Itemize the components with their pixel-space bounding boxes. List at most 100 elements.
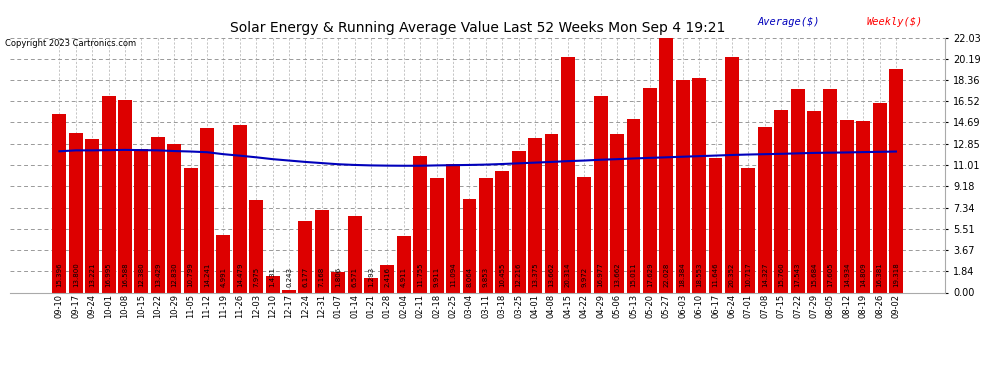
Text: 18.553: 18.553 xyxy=(696,262,702,287)
Text: 1.293: 1.293 xyxy=(368,267,374,287)
Bar xyxy=(413,156,428,292)
Text: 1.806: 1.806 xyxy=(336,267,342,287)
Bar xyxy=(791,90,805,292)
Text: 13.662: 13.662 xyxy=(614,262,620,287)
Text: 13.429: 13.429 xyxy=(154,262,160,287)
Text: 20.352: 20.352 xyxy=(729,262,735,287)
Bar xyxy=(332,272,346,292)
Bar xyxy=(298,221,313,292)
Bar xyxy=(512,151,526,292)
Bar xyxy=(380,264,394,292)
Text: 7.975: 7.975 xyxy=(253,267,259,287)
Bar xyxy=(217,235,231,292)
Text: 13.662: 13.662 xyxy=(548,262,554,287)
Bar xyxy=(167,144,181,292)
Bar xyxy=(659,38,673,292)
Bar xyxy=(528,138,543,292)
Text: 13.375: 13.375 xyxy=(532,262,539,287)
Bar xyxy=(676,80,690,292)
Text: 1.431: 1.431 xyxy=(269,267,275,287)
Text: 12.380: 12.380 xyxy=(139,262,145,287)
Bar xyxy=(69,133,83,292)
Text: 17.605: 17.605 xyxy=(828,262,834,287)
Bar xyxy=(807,111,821,292)
Bar xyxy=(150,137,164,292)
Bar xyxy=(692,78,706,292)
Text: 16.588: 16.588 xyxy=(122,262,128,287)
Text: 14.327: 14.327 xyxy=(761,262,767,287)
Text: 15.396: 15.396 xyxy=(56,262,62,287)
Bar xyxy=(725,57,739,292)
Text: 7.168: 7.168 xyxy=(319,267,325,287)
Text: 11.755: 11.755 xyxy=(417,262,424,287)
Text: 11.646: 11.646 xyxy=(713,262,719,287)
Text: 4.911: 4.911 xyxy=(401,267,407,287)
Bar xyxy=(742,168,755,292)
Text: 0.243: 0.243 xyxy=(286,267,292,287)
Bar xyxy=(840,120,853,292)
Bar xyxy=(462,199,476,292)
Bar xyxy=(397,236,411,292)
Text: 19.318: 19.318 xyxy=(893,262,899,287)
Text: 10.799: 10.799 xyxy=(188,262,194,287)
Bar xyxy=(643,88,657,292)
Bar xyxy=(594,96,608,292)
Bar xyxy=(495,171,509,292)
Bar xyxy=(85,140,99,292)
Text: 9.853: 9.853 xyxy=(483,267,489,287)
Bar xyxy=(577,177,591,292)
Text: 15.684: 15.684 xyxy=(811,262,817,287)
Text: 16.977: 16.977 xyxy=(598,262,604,287)
Text: 16.995: 16.995 xyxy=(106,262,112,287)
Text: 18.384: 18.384 xyxy=(680,262,686,287)
Text: 9.972: 9.972 xyxy=(581,267,587,287)
Text: 4.991: 4.991 xyxy=(221,267,227,287)
Bar xyxy=(824,89,838,292)
Bar xyxy=(544,134,558,292)
Bar xyxy=(446,164,460,292)
Text: 13.221: 13.221 xyxy=(89,262,95,287)
Text: 11.094: 11.094 xyxy=(450,262,456,287)
Bar xyxy=(364,278,378,292)
Text: 10.455: 10.455 xyxy=(499,262,505,287)
Text: Average($): Average($) xyxy=(757,17,820,27)
Text: 12.830: 12.830 xyxy=(171,262,177,287)
Bar xyxy=(135,149,148,292)
Bar xyxy=(856,121,870,292)
Bar xyxy=(265,276,279,292)
Bar xyxy=(774,110,788,292)
Text: 10.717: 10.717 xyxy=(745,262,751,287)
Bar xyxy=(872,103,886,292)
Text: 17.629: 17.629 xyxy=(646,262,653,287)
Bar xyxy=(282,290,296,292)
Bar xyxy=(889,69,903,292)
Text: 15.760: 15.760 xyxy=(778,262,784,287)
Text: 14.934: 14.934 xyxy=(843,262,849,287)
Text: 14.809: 14.809 xyxy=(860,262,866,287)
Text: 14.241: 14.241 xyxy=(204,262,210,287)
Title: Solar Energy & Running Average Value Last 52 Weeks Mon Sep 4 19:21: Solar Energy & Running Average Value Las… xyxy=(230,21,726,35)
Bar xyxy=(315,210,329,292)
Bar xyxy=(757,127,771,292)
Text: 13.800: 13.800 xyxy=(73,262,79,287)
Text: 22.028: 22.028 xyxy=(663,262,669,287)
Bar xyxy=(479,178,493,292)
Bar xyxy=(102,96,116,292)
Bar xyxy=(709,158,723,292)
Bar xyxy=(233,125,247,292)
Bar xyxy=(347,216,361,292)
Bar xyxy=(52,114,66,292)
Text: 12.216: 12.216 xyxy=(516,262,522,287)
Text: 6.177: 6.177 xyxy=(302,267,309,287)
Bar xyxy=(561,57,575,292)
Text: 16.381: 16.381 xyxy=(876,262,882,287)
Text: Weekly($): Weekly($) xyxy=(866,17,923,27)
Bar xyxy=(118,100,132,292)
Text: 8.064: 8.064 xyxy=(466,267,472,287)
Text: 2.416: 2.416 xyxy=(384,267,390,287)
Text: 9.911: 9.911 xyxy=(434,267,440,287)
Text: 15.011: 15.011 xyxy=(631,262,637,287)
Bar xyxy=(200,128,214,292)
Text: 20.314: 20.314 xyxy=(565,262,571,287)
Text: 17.543: 17.543 xyxy=(795,262,801,287)
